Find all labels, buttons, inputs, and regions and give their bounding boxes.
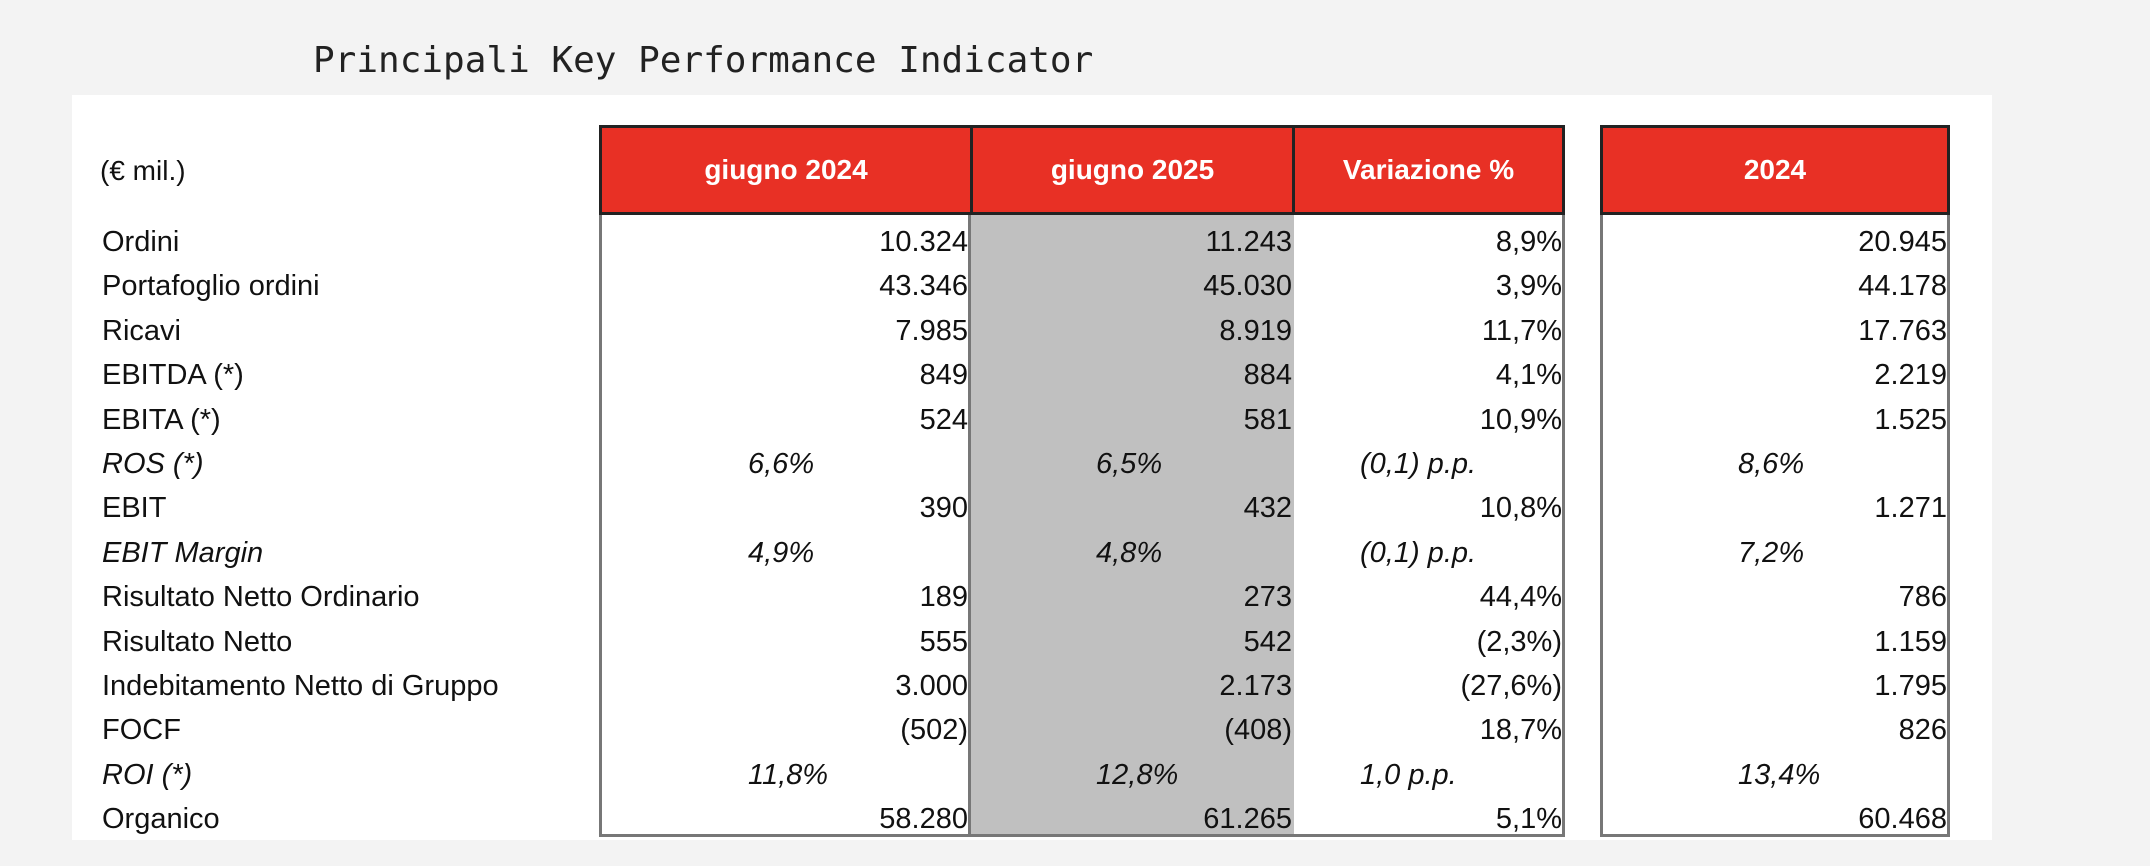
cell-giugno-2025: 273	[1243, 581, 1292, 614]
row-label: ROS (*)	[102, 447, 204, 480]
cell-giugno-2024: 43.346	[879, 270, 968, 303]
header-variazione: Variazione %	[1292, 125, 1565, 215]
table-row: Portafoglio ordini 43.346 45.030 3,9% 44…	[0, 264, 2150, 308]
cell-giugno-2025: (408)	[1224, 714, 1292, 747]
cell-giugno-2024: 7.985	[895, 314, 968, 347]
row-label: FOCF	[102, 714, 181, 747]
table-row: FOCF (502) (408) 18,7% 826	[0, 708, 2150, 752]
cell-2024: 7,2%	[1738, 536, 1805, 569]
cell-giugno-2024: 189	[919, 581, 968, 614]
table-row: Ordini 10.324 11.243 8,9% 20.945	[0, 220, 2150, 264]
table-row: EBIT Margin 4,9% 4,8% (0,1) p.p. 7,2%	[0, 531, 2150, 575]
cell-variazione: (0,1) p.p.	[1360, 536, 1477, 569]
cell-2024: 1.795	[1874, 669, 1947, 702]
cell-2024: 1.271	[1874, 492, 1947, 525]
header-giugno-2025: giugno 2025	[970, 125, 1295, 215]
header-giugno-2024: giugno 2024	[599, 125, 973, 215]
cell-2024: 17.763	[1858, 314, 1947, 347]
cell-giugno-2024: 849	[919, 359, 968, 392]
row-label: Ricavi	[102, 314, 181, 347]
row-label: ROI (*)	[102, 758, 193, 791]
cell-variazione: 5,1%	[1495, 803, 1562, 836]
cell-giugno-2025: 12,8%	[1096, 758, 1179, 791]
cell-giugno-2024: 555	[919, 625, 968, 658]
cell-variazione: 10,9%	[1479, 403, 1562, 436]
table-row: ROS (*) 6,6% 6,5% (0,1) p.p. 8,6%	[0, 442, 2150, 486]
row-label: Organico	[102, 803, 220, 836]
cell-giugno-2025: 11.243	[1205, 226, 1292, 258]
cell-giugno-2025: 542	[1243, 625, 1292, 658]
cell-giugno-2025: 45.030	[1203, 270, 1292, 303]
table-row: EBITA (*) 524 581 10,9% 1.525	[0, 398, 2150, 442]
column-highlight-giugno-2025	[971, 215, 1294, 837]
cell-variazione: (0,1) p.p.	[1360, 447, 1477, 480]
table-row: Risultato Netto 555 542 (2,3%) 1.159	[0, 620, 2150, 664]
cell-giugno-2024: 10.324	[879, 226, 968, 258]
row-label: Portafoglio ordini	[102, 270, 320, 303]
cell-variazione: 8,9%	[1495, 226, 1562, 258]
cell-giugno-2024: 4,9%	[748, 536, 815, 569]
table-row: Risultato Netto Ordinario 189 273 44,4% …	[0, 575, 2150, 619]
cell-giugno-2025: 8.919	[1219, 314, 1292, 347]
cell-giugno-2024: 390	[919, 492, 968, 525]
cell-variazione: (2,3%)	[1476, 625, 1562, 658]
column-frame-variazione	[1292, 215, 1565, 837]
cell-2024: 786	[1898, 581, 1947, 614]
cell-variazione: 1,0 p.p.	[1360, 758, 1457, 791]
cell-giugno-2025: 581	[1243, 403, 1292, 436]
cell-giugno-2024: 11,8%	[748, 758, 829, 791]
row-label: Ordini	[102, 226, 180, 258]
cell-2024: 1.159	[1874, 625, 1947, 658]
header-2024: 2024	[1600, 125, 1950, 215]
column-frame-2024	[1600, 215, 1950, 837]
unit-label: (€ mil.)	[100, 155, 186, 186]
cell-giugno-2025: 61.265	[1203, 803, 1292, 836]
cell-variazione: 11,7%	[1481, 314, 1562, 347]
cell-giugno-2024: 58.280	[879, 803, 968, 836]
table-row: EBITDA (*) 849 884 4,1% 2.219	[0, 353, 2150, 397]
table-row: ROI (*) 11,8% 12,8% 1,0 p.p. 13,4%	[0, 753, 2150, 797]
page-title: Principali Key Performance Indicator	[313, 40, 1094, 81]
cell-giugno-2025: 6,5%	[1096, 447, 1163, 480]
cell-variazione: 18,7%	[1479, 714, 1562, 747]
cell-giugno-2025: 884	[1243, 359, 1292, 392]
column-frame-giugno-2024	[599, 215, 971, 837]
cell-giugno-2025: 4,8%	[1096, 536, 1163, 569]
cell-2024: 44.178	[1858, 270, 1947, 303]
cell-giugno-2024: 3.000	[895, 669, 968, 702]
cell-variazione: 4,1%	[1495, 359, 1562, 392]
row-label: Risultato Netto Ordinario	[102, 581, 420, 614]
cell-giugno-2024: (502)	[900, 714, 968, 747]
cell-giugno-2025: 432	[1243, 492, 1292, 525]
cell-variazione: 3,9%	[1495, 270, 1562, 303]
cell-variazione: 10,8%	[1479, 492, 1562, 525]
cell-giugno-2025: 2.173	[1219, 669, 1292, 702]
cell-2024: 8,6%	[1738, 447, 1805, 480]
cell-2024: 20.945	[1858, 226, 1947, 258]
table-row: EBIT 390 432 10,8% 1.271	[0, 486, 2150, 530]
row-label: Indebitamento Netto di Gruppo	[102, 669, 499, 702]
table-row: Organico 58.280 61.265 5,1% 60.468	[0, 797, 2150, 841]
row-label: EBIT Margin	[102, 536, 264, 569]
table-row: Indebitamento Netto di Gruppo 3.000 2.17…	[0, 664, 2150, 708]
cell-variazione: (27,6%)	[1460, 669, 1562, 702]
cell-variazione: 44,4%	[1479, 581, 1562, 614]
kpi-rows: Ordini 10.324 11.243 8,9% 20.945 Portafo…	[0, 220, 2150, 841]
row-label: EBITDA (*)	[102, 359, 244, 392]
cell-2024: 1.525	[1874, 403, 1947, 436]
cell-2024: 2.219	[1874, 359, 1947, 392]
row-label: EBITA (*)	[102, 403, 221, 436]
cell-2024: 826	[1898, 714, 1947, 747]
cell-2024: 13,4%	[1738, 758, 1821, 791]
row-label: Risultato Netto	[102, 625, 293, 658]
cell-2024: 60.468	[1858, 803, 1947, 836]
row-label: EBIT	[102, 492, 167, 525]
table-row: Ricavi 7.985 8.919 11,7% 17.763	[0, 309, 2150, 353]
cell-giugno-2024: 524	[919, 403, 968, 436]
cell-giugno-2024: 6,6%	[748, 447, 815, 480]
